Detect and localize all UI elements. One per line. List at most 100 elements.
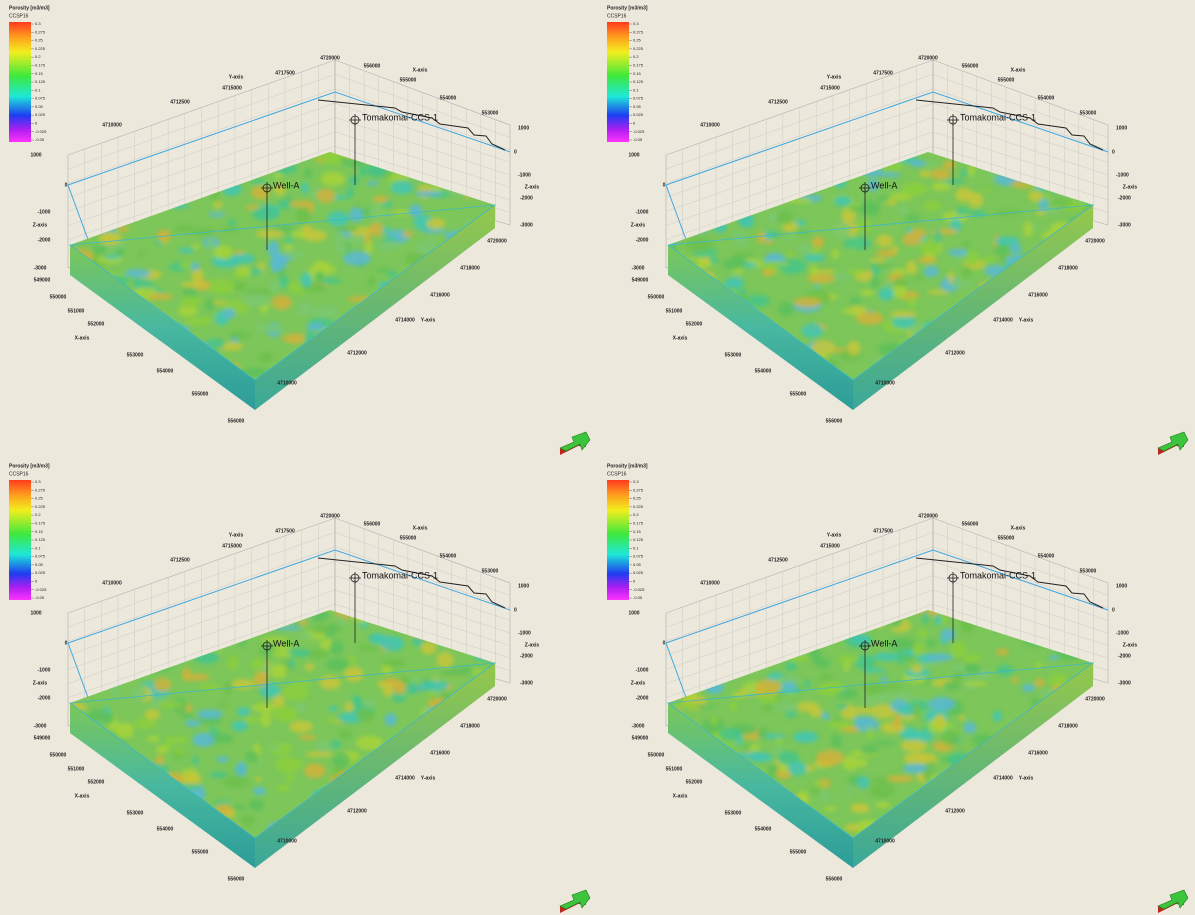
texture-blob [451, 164, 476, 174]
texture-blob [1028, 190, 1043, 202]
texture-blob [902, 233, 922, 247]
axis-label: X-axis [75, 335, 90, 341]
texture-blob [183, 317, 209, 326]
axis-tick-label: 552000 [686, 321, 703, 327]
texture-blob [456, 610, 482, 615]
axis-tick-label: 4718000 [460, 265, 480, 271]
texture-blob [340, 818, 354, 828]
texture-blob [886, 775, 914, 783]
texture-blob [911, 664, 923, 674]
model-view: Well-A Tomakomai-CCS-1 Porosity [m3/m3] CCS… [9, 463, 591, 913]
texture-blob [72, 620, 95, 632]
texture-blob [444, 153, 465, 159]
texture-blob [962, 356, 978, 364]
texture-blob [278, 249, 306, 258]
axis-tick-label: 4717500 [275, 528, 295, 534]
grid-line [334, 88, 511, 151]
texture-blob [971, 604, 985, 608]
texture-blob [652, 623, 664, 638]
axis-tick-label: 4720000 [1085, 696, 1105, 702]
texture-blob [738, 213, 755, 229]
texture-blob [93, 346, 106, 361]
texture-blob [54, 145, 71, 149]
model-edge [666, 204, 1095, 381]
texture-blob [1088, 295, 1093, 302]
texture-blob [682, 823, 701, 832]
texture-blob [848, 206, 867, 212]
texture-blob [145, 382, 152, 389]
texture-blob [331, 751, 350, 768]
texture-blob [436, 302, 449, 319]
texture-blob [137, 793, 148, 802]
legend-tick-label: 0.3 [633, 479, 639, 484]
texture-blob [77, 204, 91, 211]
texture-blob [951, 671, 964, 683]
texture-blob [1023, 299, 1037, 313]
texture-blob [786, 632, 814, 638]
axis-tick-label: 556000 [826, 418, 843, 424]
texture-blob [1050, 295, 1066, 301]
texture-blob [222, 181, 242, 196]
texture-blob [866, 726, 874, 740]
texture-blob [392, 682, 407, 695]
texture-blob [272, 225, 298, 233]
texture-blob [99, 811, 118, 822]
axis-tick-label: 4717500 [873, 70, 893, 76]
axis-label: Y-axis [827, 74, 842, 80]
texture-blob [963, 721, 977, 734]
texture-blob [446, 366, 470, 380]
axis-tick-label: 0 [514, 607, 517, 613]
texture-blob [819, 673, 834, 681]
texture-blob [223, 775, 249, 789]
texture-blob [796, 243, 812, 254]
texture-blob [294, 704, 307, 713]
texture-blob [203, 315, 211, 326]
texture-blob [719, 728, 743, 742]
texture-blob [261, 637, 289, 643]
texture-blob [900, 739, 928, 752]
texture-blob [439, 277, 449, 292]
axis-tick-label: 4718000 [1058, 265, 1078, 271]
axis-tick-label: 1000 [628, 152, 639, 158]
texture-blob [296, 301, 312, 317]
color-bar [9, 480, 31, 600]
texture-blob [950, 641, 967, 658]
model-side [853, 205, 1093, 410]
texture-blob [912, 643, 926, 656]
texture-blob [298, 633, 316, 639]
axis-tick-label: -1000 [1116, 630, 1129, 636]
texture-blob [1079, 643, 1093, 651]
grid-line [67, 117, 336, 212]
texture-blob [983, 364, 998, 380]
grid-line [67, 532, 336, 628]
texture-blob [157, 701, 185, 708]
texture-blob [969, 210, 986, 217]
texture-blob [447, 368, 455, 380]
texture-blob [668, 232, 669, 244]
texture-blob [1023, 635, 1048, 647]
texture-blob [1050, 739, 1072, 748]
texture-blob [146, 736, 160, 742]
texture-blob [436, 379, 458, 380]
texture-blob [267, 280, 282, 292]
texture-blob [391, 328, 400, 342]
texture-blob [78, 610, 87, 621]
legend-tick-label: 0 [633, 120, 636, 125]
axis-tick-label: 0 [65, 640, 68, 646]
texture-blob [73, 163, 100, 173]
texture-blob [147, 187, 160, 192]
texture-blob [1020, 835, 1040, 838]
texture-blob [759, 358, 767, 364]
texture-blob [197, 839, 205, 847]
texture-blob [356, 735, 383, 751]
texture-blob [95, 174, 118, 185]
texture-blob [70, 837, 74, 838]
texture-blob [1062, 359, 1089, 373]
axis-label: Y-axis [229, 532, 244, 538]
texture-blob [334, 226, 360, 232]
texture-blob [812, 781, 827, 786]
texture-blob [1049, 298, 1074, 307]
texture-blob [686, 237, 714, 252]
axis-tick-label: 4716000 [1028, 750, 1048, 756]
axis-tick-label: 1000 [518, 125, 529, 131]
